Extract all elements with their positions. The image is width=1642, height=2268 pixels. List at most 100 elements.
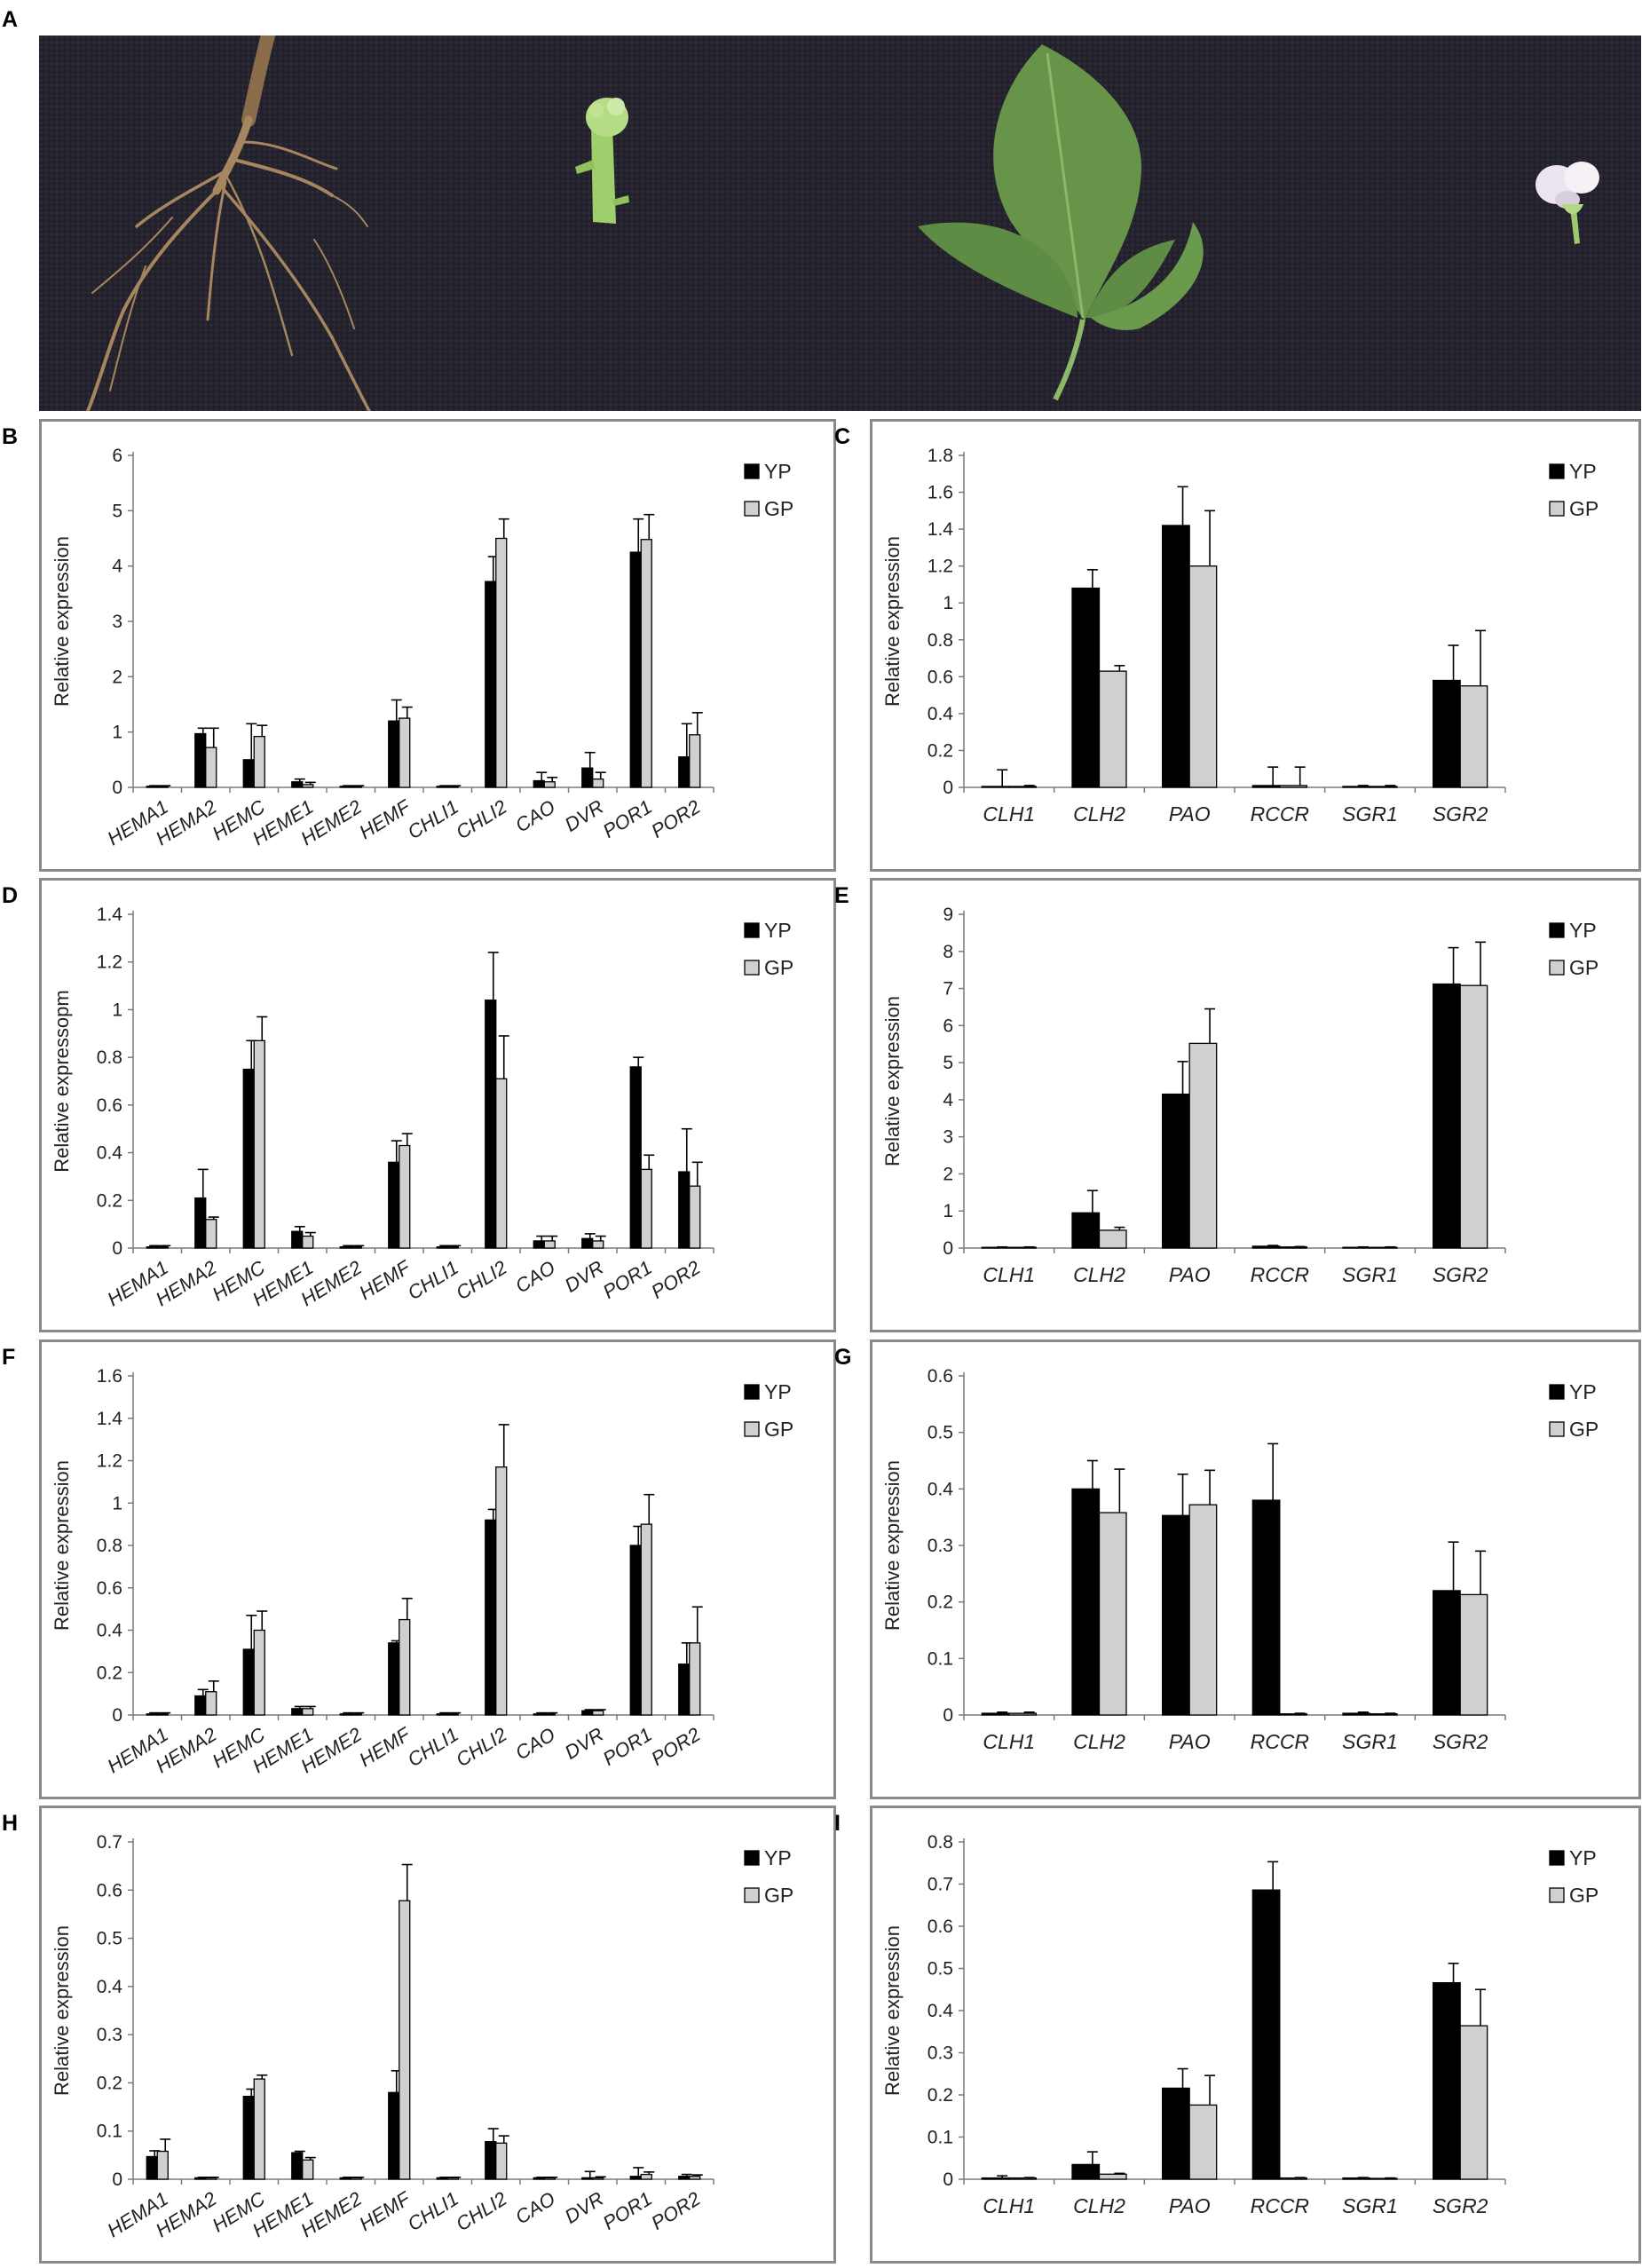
bar-yp: [1071, 2163, 1101, 2180]
bar-yp: [1071, 1488, 1101, 1716]
bar-gp: [640, 1523, 652, 1716]
bar-gp: [302, 784, 314, 788]
x-category-label: HEMF: [355, 1255, 414, 1304]
stem-specimen: [575, 98, 629, 224]
legend-label-yp: YP: [764, 460, 792, 483]
panel-label-d: D: [2, 883, 19, 908]
y-axis-label: Relative expression: [51, 536, 73, 707]
y-tick-label: 0.8: [928, 1832, 953, 1853]
bar-yp: [678, 2176, 691, 2180]
bar-yp: [1162, 1093, 1190, 1249]
bar-gp: [156, 786, 169, 788]
panel-label-h: H: [2, 1811, 19, 1836]
chart-c: 0 0.2 0.4 0.6 0.8 1 1.2 1.4 1.6 1.8 Relative expre…: [881, 446, 1599, 826]
bar-gp: [689, 2176, 701, 2180]
y-tick-label: 9: [943, 905, 953, 925]
bar-yp: [678, 1171, 691, 1249]
leaf-specimen: [918, 44, 1204, 401]
x-category-label: RCCR: [1251, 2194, 1309, 2217]
y-tick-label: 0.4: [928, 2001, 954, 2021]
y-tick-label: 4: [943, 1090, 953, 1110]
bar-gp: [1098, 1512, 1127, 1716]
y-tick-label: 0.8: [97, 1047, 122, 1068]
legend-label-gp: GP: [1569, 497, 1599, 520]
y-tick-label: 3: [943, 1127, 953, 1148]
bar-gp: [446, 1246, 459, 1249]
y-tick-label: 1: [943, 1201, 953, 1221]
bar-yp: [146, 1713, 158, 1716]
y-tick-label: 0.3: [928, 1536, 953, 1556]
bar-yp: [629, 1545, 642, 1716]
bar-gp: [350, 786, 362, 788]
bar-yp: [581, 1237, 594, 1249]
legend-label-yp: YP: [1569, 1846, 1597, 1869]
x-category-label: CLH2: [1073, 1263, 1125, 1286]
chart-panel-d: 0 0.2 0.4 0.6 0.8 1 1.2 1.4 Relative expressopm H…: [39, 878, 836, 1332]
y-tick-label: 0.7: [97, 1832, 122, 1853]
bar-gp: [1188, 1504, 1218, 1716]
bar-yp: [242, 759, 255, 788]
bar-gp: [302, 1708, 314, 1716]
y-tick-label: 0.2: [97, 1190, 122, 1211]
x-category-label: RCCR: [1251, 1263, 1309, 1286]
bar-yp: [485, 581, 497, 788]
y-tick-label: 0.6: [928, 1366, 953, 1387]
bar-yp: [485, 1000, 497, 1249]
legend-label-yp: YP: [764, 1846, 792, 1869]
bar-gp: [399, 1900, 411, 2180]
x-category-label: DVR: [561, 1256, 608, 1297]
y-tick-label: 0.8: [97, 1536, 122, 1556]
y-axis-label: Relative expression: [881, 1460, 904, 1631]
y-tick-label: 0.3: [97, 2025, 122, 2045]
bar-gp: [350, 1713, 362, 1716]
bar-gp: [446, 786, 459, 788]
y-tick-label: 1.6: [97, 1366, 122, 1387]
y-tick-label: 0.3: [928, 2043, 953, 2064]
bar-yp: [581, 1710, 594, 1716]
panel-label-a: A: [2, 7, 19, 32]
bar-yp: [1071, 1212, 1101, 1249]
bar-yp: [388, 720, 400, 788]
legend-swatch-gp: [1549, 501, 1565, 517]
legend-label-yp: YP: [1569, 919, 1597, 942]
bar-gp: [1188, 1042, 1218, 1249]
chart-g: 0 0.1 0.2 0.3 0.4 0.5 0.6 Relative expression CL…: [881, 1366, 1599, 1753]
bar-yp: [581, 767, 594, 788]
bar-gp: [543, 1713, 556, 1716]
x-category-label: CHLI1: [404, 1723, 462, 1771]
y-axis-label: Relative expression: [881, 996, 904, 1166]
x-category-label: SGR1: [1342, 1730, 1398, 1753]
bar-gp: [1008, 1246, 1037, 1249]
x-category-label: CAO: [511, 1723, 559, 1764]
bar-gp: [495, 1078, 508, 1249]
bar-gp: [253, 1039, 265, 1249]
bar-gp: [689, 1185, 701, 1249]
legend-swatch-gp: [744, 1887, 760, 1903]
y-tick-label: 0.2: [97, 2073, 122, 2093]
y-tick-label: 0.1: [97, 2122, 122, 2142]
bar-gp: [156, 1713, 169, 1716]
panel-label-e: E: [834, 883, 849, 908]
bar-yp: [146, 786, 158, 788]
legend-label-yp: YP: [1569, 1380, 1597, 1403]
bar-gp: [156, 1246, 169, 1249]
x-category-label: SGR1: [1342, 1263, 1398, 1286]
bar-gp: [253, 736, 265, 788]
x-category-label: HEMF: [355, 794, 414, 843]
y-tick-label: 0.1: [928, 2128, 953, 2148]
y-tick-label: 0: [943, 1238, 953, 1259]
y-tick-label: 7: [943, 979, 953, 1000]
legend-label-gp: GP: [1569, 1884, 1599, 1907]
bar-gp: [495, 537, 508, 788]
legend-swatch-gp: [744, 501, 760, 517]
y-tick-label: 6: [112, 446, 122, 466]
x-category-label: CHLI1: [404, 2187, 462, 2235]
legend-swatch-yp: [744, 922, 760, 938]
bar-yp: [242, 1068, 255, 1249]
legend-label-gp: GP: [1569, 1418, 1599, 1441]
y-tick-label: 1.4: [97, 1409, 123, 1429]
y-tick-label: 4: [112, 557, 122, 577]
x-category-label: CHLI2: [452, 795, 510, 843]
bar-yp: [533, 779, 545, 788]
bar-yp: [1162, 525, 1190, 788]
